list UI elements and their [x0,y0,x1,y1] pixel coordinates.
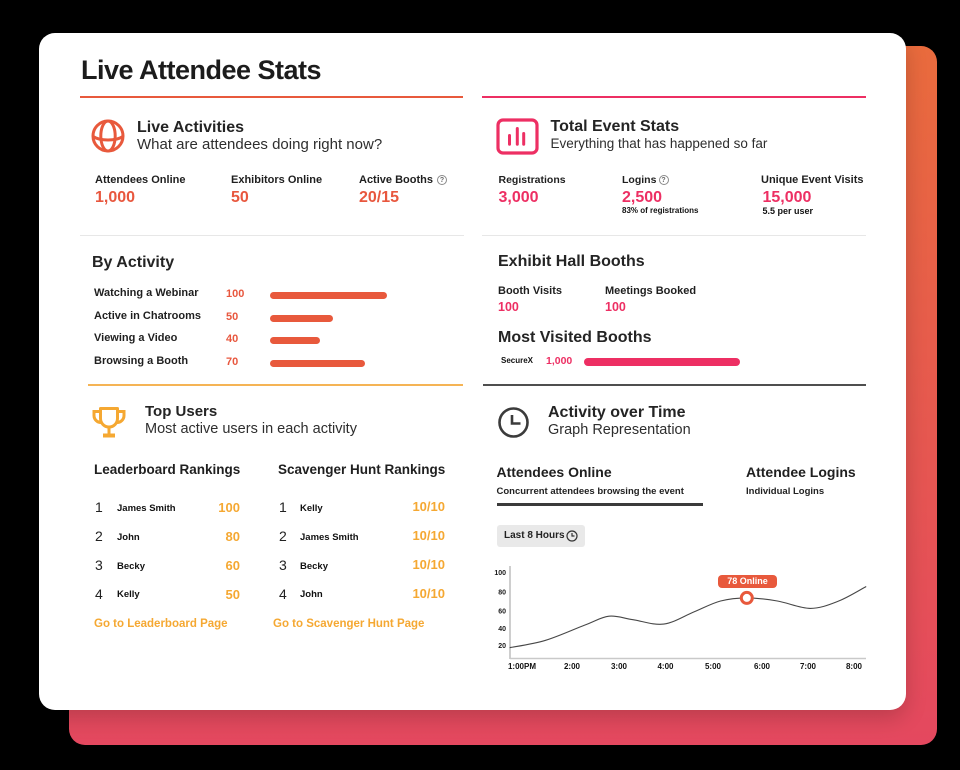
svg-text:40: 40 [498,626,506,633]
svg-text:4:00: 4:00 [657,662,674,671]
svg-text:20: 20 [498,643,506,650]
svg-text:3:00: 3:00 [611,662,628,671]
svg-text:2:00: 2:00 [564,662,581,671]
svg-text:60: 60 [498,609,506,616]
svg-text:6:00: 6:00 [754,662,771,671]
svg-text:80: 80 [498,590,506,597]
svg-text:1:00PM: 1:00PM [508,662,536,671]
svg-text:8:00: 8:00 [846,662,863,671]
svg-text:7:00: 7:00 [800,662,817,671]
svg-text:5:00: 5:00 [705,662,722,671]
svg-text:100: 100 [494,570,506,577]
